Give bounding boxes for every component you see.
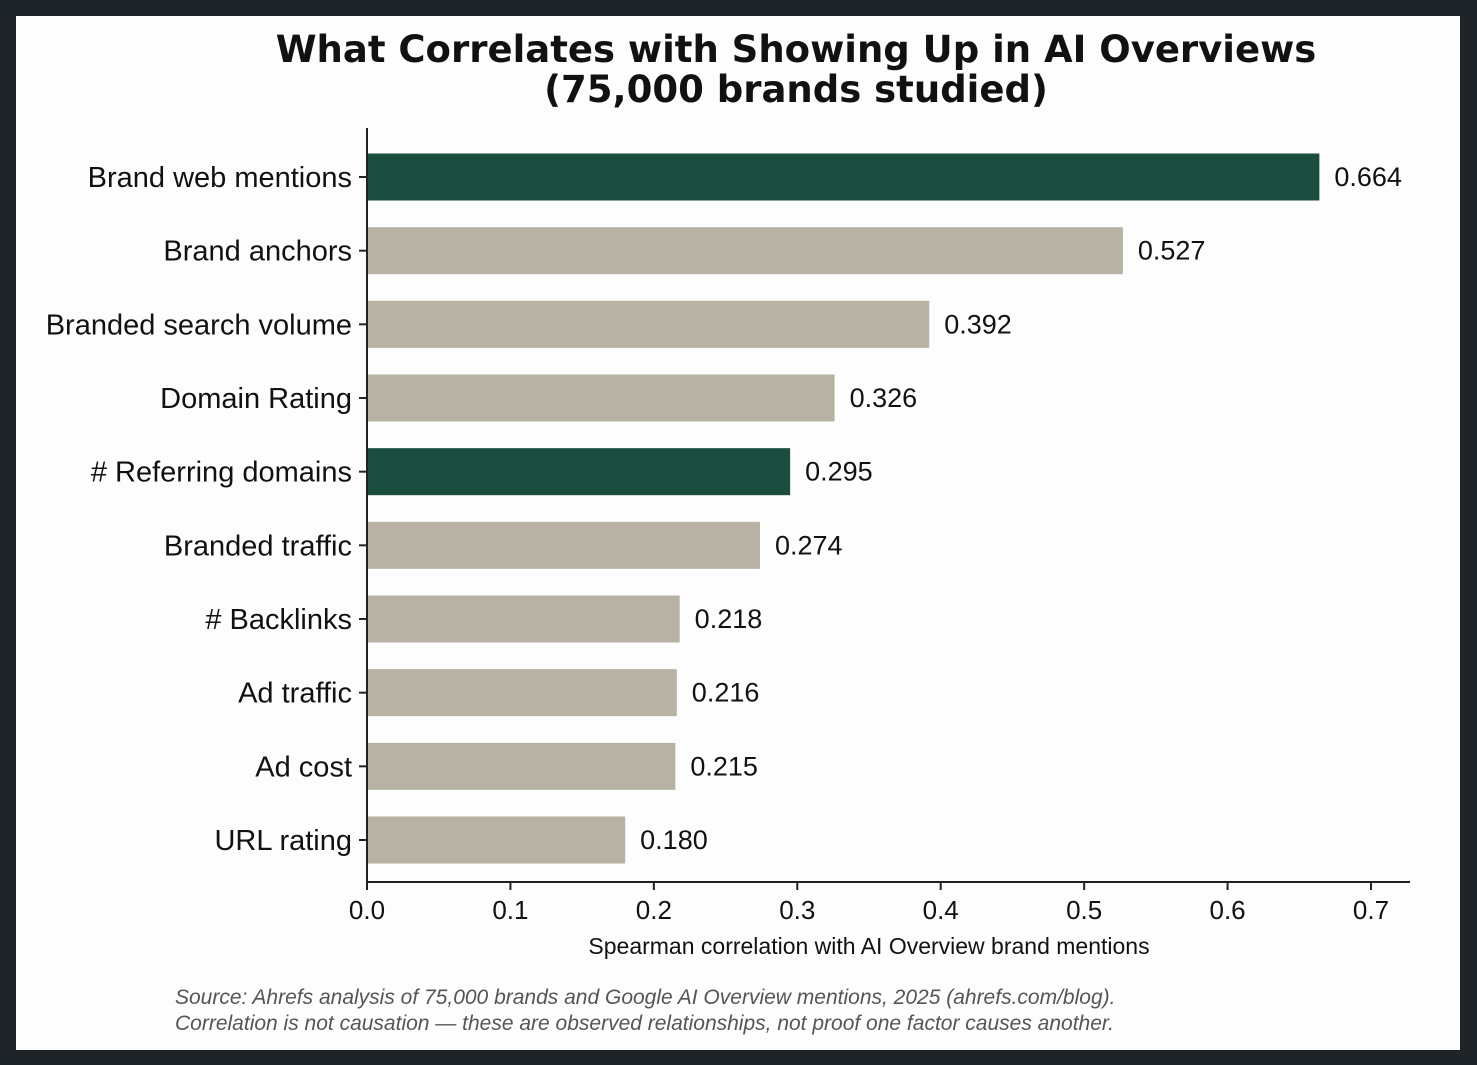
value-label: 0.218 [695,604,763,634]
bar [368,742,676,790]
bar [368,227,1123,275]
value-label: 0.527 [1138,236,1206,266]
bar [368,816,626,864]
bar [368,374,835,422]
x-tick-label: 0.7 [1353,895,1389,925]
value-label: 0.664 [1334,162,1402,192]
source-line-2: Correlation is not causation — these are… [175,1012,1114,1035]
x-tick-label: 0.5 [1066,895,1102,925]
category-label: Branded traffic [164,530,352,562]
x-tick-label: 0.6 [1209,895,1245,925]
category-label: Brand web mentions [88,162,352,194]
value-label: 0.215 [690,751,758,781]
bar [368,521,760,569]
category-label: Ad traffic [238,678,352,710]
x-tick-label: 0.2 [636,895,672,925]
value-label: 0.180 [640,825,708,855]
source-line-1: Source: Ahrefs analysis of 75,000 brands… [175,986,1116,1009]
x-tick-label: 0.1 [492,895,528,925]
bar [368,595,680,643]
x-axis-title: Spearman correlation with AI Overview br… [588,933,1149,959]
value-label: 0.392 [944,309,1012,339]
chart-title-line-2: (75,000 brands studied) [544,68,1048,111]
bar [368,300,930,348]
chart-title: What Correlates with Showing Up in AI Ov… [0,30,1477,110]
bar [368,448,791,496]
bar [368,153,1320,201]
category-label: Brand anchors [163,236,352,268]
value-label: 0.326 [850,383,918,413]
x-tick-label: 0.3 [779,895,815,925]
value-label: 0.216 [692,678,760,708]
source-note: Source: Ahrefs analysis of 75,000 brands… [175,985,1115,1037]
category-label: Branded search volume [46,309,352,341]
x-tick-label: 0.4 [923,895,959,925]
value-label: 0.295 [805,457,873,487]
category-label: # Referring domains [91,457,352,489]
x-tick-label: 0.0 [349,895,385,925]
category-label: Domain Rating [160,383,352,415]
bar [368,669,677,717]
category-label: # Backlinks [205,604,352,636]
category-label: Ad cost [255,751,352,783]
value-label: 0.274 [775,530,843,560]
chart-title-line-1: What Correlates with Showing Up in AI Ov… [275,28,1317,71]
category-label: URL rating [214,825,352,857]
